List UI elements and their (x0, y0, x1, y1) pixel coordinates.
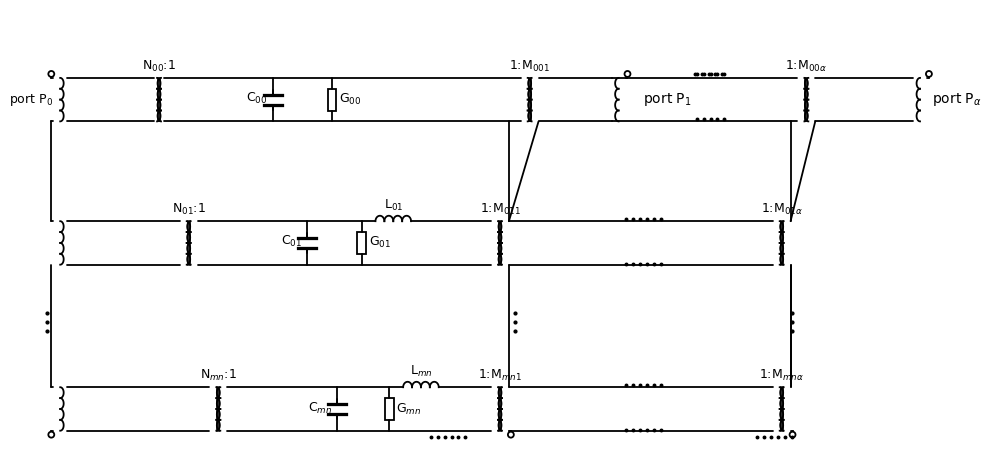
Text: C$_{01}$: C$_{01}$ (281, 234, 302, 249)
Text: port P$_1$: port P$_1$ (643, 91, 692, 108)
Bar (385, 398, 394, 420)
Circle shape (508, 432, 514, 437)
Text: N$_{01}$:1: N$_{01}$:1 (172, 202, 206, 217)
Circle shape (790, 432, 796, 437)
Text: L$_{01}$: L$_{01}$ (384, 198, 403, 213)
Text: G$_{01}$: G$_{01}$ (369, 236, 391, 250)
Text: L$_{mn}$: L$_{mn}$ (410, 364, 432, 380)
Text: 1:M$_{mn\alpha}$: 1:M$_{mn\alpha}$ (759, 368, 804, 383)
Text: C$_{00}$: C$_{00}$ (246, 91, 268, 106)
Text: 1:M$_{00\alpha}$: 1:M$_{00\alpha}$ (785, 59, 827, 74)
Circle shape (48, 71, 54, 77)
Text: 1:M$_{011}$: 1:M$_{011}$ (480, 202, 520, 217)
Text: C$_{mn}$: C$_{mn}$ (308, 400, 332, 416)
Text: 1:M$_{mn1}$: 1:M$_{mn1}$ (478, 368, 522, 383)
Text: 1:M$_{001}$: 1:M$_{001}$ (509, 59, 550, 74)
Text: N$_{00}$:1: N$_{00}$:1 (142, 59, 176, 74)
Circle shape (625, 71, 630, 77)
Circle shape (48, 432, 54, 437)
Text: N$_{mn}$:1: N$_{mn}$:1 (200, 368, 237, 383)
Bar (357, 232, 366, 254)
Text: G$_{mn}$: G$_{mn}$ (396, 401, 422, 417)
Circle shape (926, 71, 932, 77)
Text: 1:M$_{01\alpha}$: 1:M$_{01\alpha}$ (761, 202, 803, 217)
Text: G$_{00}$: G$_{00}$ (339, 92, 361, 107)
Bar (328, 89, 336, 111)
Text: port P$_0$: port P$_0$ (9, 92, 53, 108)
Text: port P$_{\alpha}$: port P$_{\alpha}$ (932, 91, 982, 108)
